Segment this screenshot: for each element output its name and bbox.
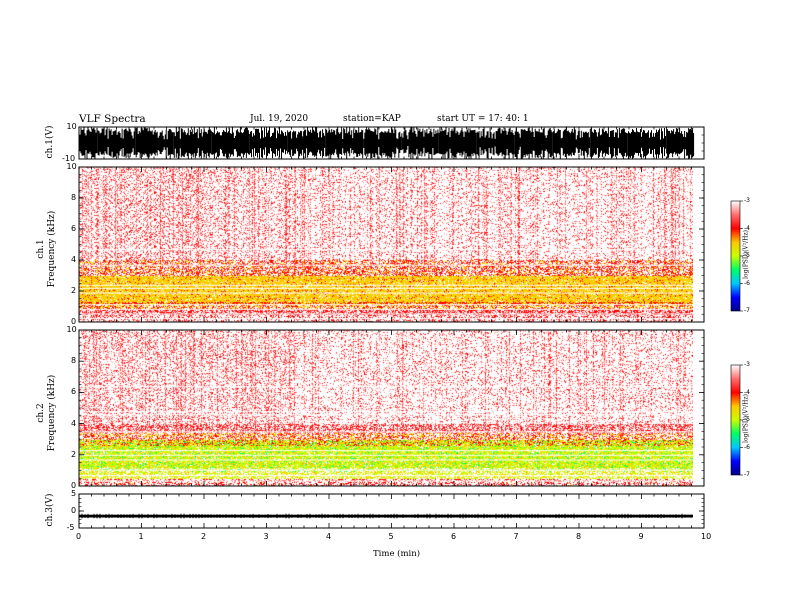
ch2-spectrogram-y-tick-label: 6 xyxy=(71,387,77,397)
ch2-spectrogram-y-tick-label: 2 xyxy=(71,449,77,459)
colorbar-tick-label: -3 xyxy=(744,197,750,204)
ch3-waveform-frame xyxy=(78,493,705,529)
colorbar-1 xyxy=(730,200,741,312)
ch2-spectrogram-image xyxy=(79,330,693,486)
ch3-waveform-y-tick-label: 5 xyxy=(71,489,77,498)
ch1-spectrogram-y-tick-label: 6 xyxy=(71,224,77,233)
ch2-spectrogram-y-tick-label: 8 xyxy=(71,356,77,366)
colorbar-tick-label: -3 xyxy=(744,361,750,368)
ch1-spectrogram-y-tick-label: 10 xyxy=(66,162,77,171)
colorbar-tick-label: -6 xyxy=(744,443,750,451)
ch1-waveform-trace xyxy=(78,127,695,159)
x-tick-label: 4 xyxy=(326,532,332,541)
colorbar-2 xyxy=(730,364,741,476)
date-label: Jul. 19, 2020 xyxy=(250,114,309,124)
ch2-spectrogram-y-tick-label: 0 xyxy=(71,481,77,490)
colorbar-tick-label: -5 xyxy=(744,252,750,259)
x-tick-label: 0 xyxy=(76,532,82,541)
x-tick-label: 5 xyxy=(388,532,394,541)
colorbar-tick-label: -4 xyxy=(744,224,750,232)
ch2-spectrogram-y-tick-label: 10 xyxy=(66,325,77,334)
ch1-frequency-label: Frequency (kHz) xyxy=(47,210,57,288)
colorbar-tick-label: -4 xyxy=(744,388,750,396)
x-tick-label: 10 xyxy=(701,532,712,541)
start-time-label: start UT = 17: 40: 1 xyxy=(437,114,529,124)
x-axis-label: Time (min) xyxy=(373,549,421,559)
ch1-spectrogram-y-tick-label: 8 xyxy=(71,193,77,202)
x-tick-label: 9 xyxy=(638,532,644,541)
x-tick-label: 3 xyxy=(263,532,269,541)
x-tick-label: 7 xyxy=(513,532,519,541)
ch1-spectrogram-image xyxy=(79,167,693,322)
ch1-channel-label: ch.1 xyxy=(36,239,46,259)
ch3-waveform-ylabel: ch.3(V) xyxy=(45,493,55,527)
ch1-spectrogram-ylabel: ch.1 Frequency (kHz) xyxy=(36,204,58,294)
ch1-spectrogram-y-tick-label: 2 xyxy=(71,286,77,295)
x-tick-label: 1 xyxy=(138,532,144,541)
colorbar-tick-label: -5 xyxy=(744,416,750,423)
ch2-spectrogram-ylabel: ch.2 Frequency (kHz) xyxy=(36,368,58,458)
x-tick-label: 8 xyxy=(576,532,582,541)
ch1-spectrogram-y-tick-label: 4 xyxy=(71,255,77,264)
ch3-waveform-trace xyxy=(79,514,693,518)
ch2-spectrogram-y-tick-label: 4 xyxy=(71,418,77,428)
station-label: station=KAP xyxy=(343,114,401,124)
ch1-waveform-y-tick-label: -10 xyxy=(62,154,76,163)
ch2-frequency-label: Frequency (kHz) xyxy=(47,374,57,452)
colorbar-tick-label: -6 xyxy=(744,279,750,287)
ch3-waveform-y-tick-label: -5 xyxy=(66,523,75,532)
ch1-waveform-y-tick-label: 10 xyxy=(66,122,77,131)
x-tick-label: 6 xyxy=(451,532,457,541)
ch3-waveform-y-tick-label: 0 xyxy=(71,506,77,515)
ch1-spectrogram-y-tick-label: 0 xyxy=(71,317,77,326)
colorbar-tick-label: -7 xyxy=(744,307,750,314)
figure-title: VLF Spectra xyxy=(79,113,146,125)
colorbar-tick-label: -7 xyxy=(744,471,750,478)
ch1-waveform-ylabel: ch.1(V) xyxy=(45,125,55,159)
x-tick-label: 2 xyxy=(201,532,207,541)
ch2-channel-label: ch.2 xyxy=(36,403,46,423)
